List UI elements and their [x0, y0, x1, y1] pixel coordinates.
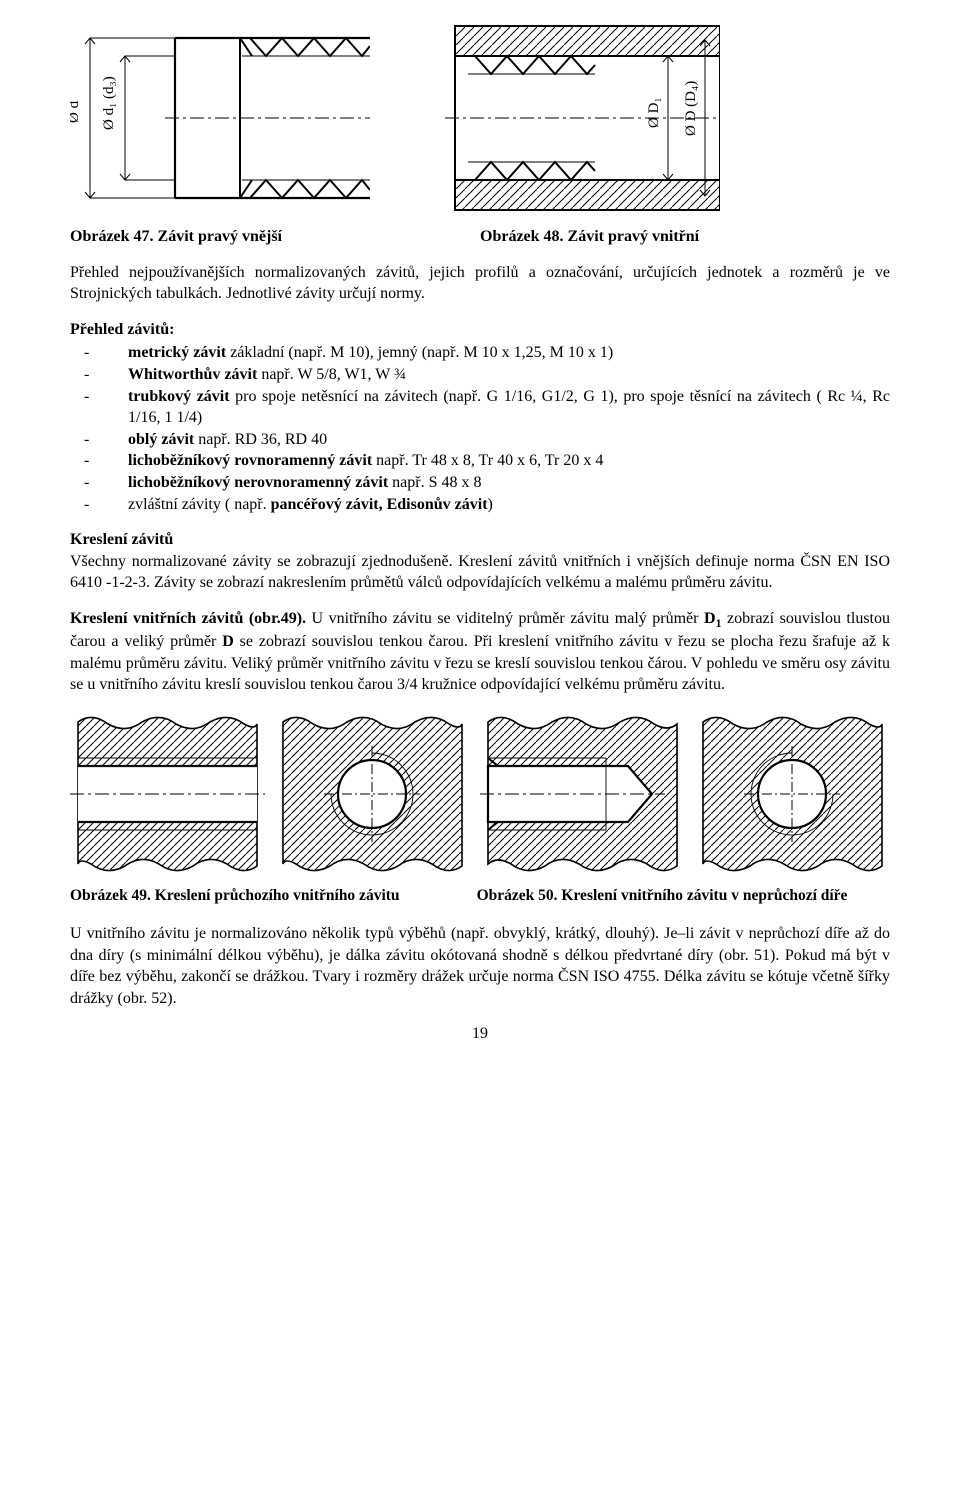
page-number: 19: [70, 1023, 890, 1045]
figure-50a-section: [480, 710, 685, 878]
svg-text:Ø d₁ (d₃): Ø d₁ (d₃): [101, 76, 117, 130]
thread-type-list: metrický závit základní (např. M 10), je…: [106, 342, 890, 515]
list-item: lichoběžníkový rovnoramenný závit např. …: [106, 450, 890, 472]
caption-fig48: Obrázek 48. Závit pravý vnitřní: [480, 226, 890, 248]
thread-list-heading: Přehled závitů:: [70, 319, 890, 341]
svg-text:Ø d: Ø d: [70, 100, 82, 123]
list-item: oblý závit např. RD 36, RD 40: [106, 429, 890, 451]
list-item: Whitworthův závit např. W 5/8, W1, W ¾: [106, 364, 890, 386]
svg-text:Ø D₁: Ø D₁: [646, 97, 662, 128]
figure-47-external-thread: Ø d Ø d₁ (d₃): [70, 18, 370, 218]
closing-paragraph: U vnitřního závitu je normalizováno něko…: [70, 923, 890, 1009]
list-item: metrický závit základní (např. M 10), je…: [106, 342, 890, 364]
list-item: trubkový závit pro spoje netěsnící na zá…: [106, 386, 890, 429]
intro-paragraph: Přehled nejpoužívanějších normalizovanýc…: [70, 262, 890, 305]
figure-50b-endview: [695, 710, 890, 878]
figure-49b-endview: [275, 710, 470, 878]
list-item: lichoběžníkový nerovnoramenný závit např…: [106, 472, 890, 494]
figure-49a-section: [70, 710, 265, 878]
caption-fig50: Obrázek 50. Kreslení vnitřního závitu v …: [477, 886, 890, 907]
caption-fig49: Obrázek 49. Kreslení průchozího vnitřníh…: [70, 886, 437, 907]
list-item: zvláštní závity ( např. pancéřový závit,…: [106, 494, 890, 516]
caption-fig47: Obrázek 47. Závit pravý vnější: [70, 226, 480, 248]
figure-48-internal-thread: Ø D₁ Ø D (D₄): [420, 18, 720, 218]
drawing-threads-paragraph: Kreslení závitů Všechny normalizované zá…: [70, 529, 890, 594]
svg-text:Ø D (D₄): Ø D (D₄): [683, 81, 699, 136]
internal-threads-paragraph: Kreslení vnitřních závitů (obr.49). U vn…: [70, 608, 890, 696]
